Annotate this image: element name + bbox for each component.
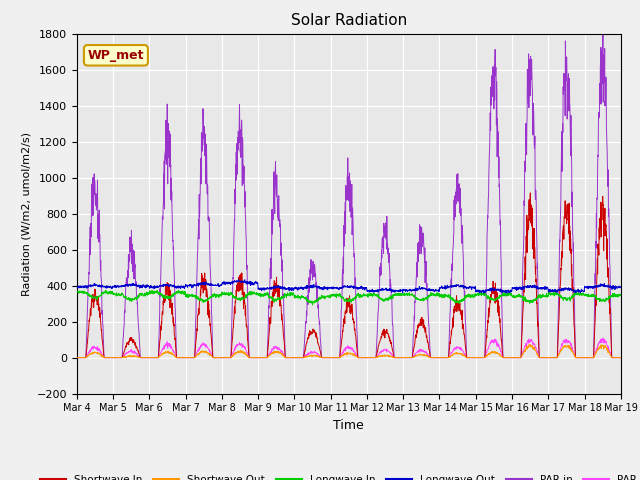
Legend: Shortwave In, Shortwave Out, Longwave In, Longwave Out, PAR in, PAR out: Shortwave In, Shortwave Out, Longwave In… [36, 471, 640, 480]
X-axis label: Time: Time [333, 419, 364, 432]
Title: Solar Radiation: Solar Radiation [291, 13, 407, 28]
Y-axis label: Radiation (W/m2, umol/m2/s): Radiation (W/m2, umol/m2/s) [21, 132, 31, 296]
Text: WP_met: WP_met [88, 49, 144, 62]
